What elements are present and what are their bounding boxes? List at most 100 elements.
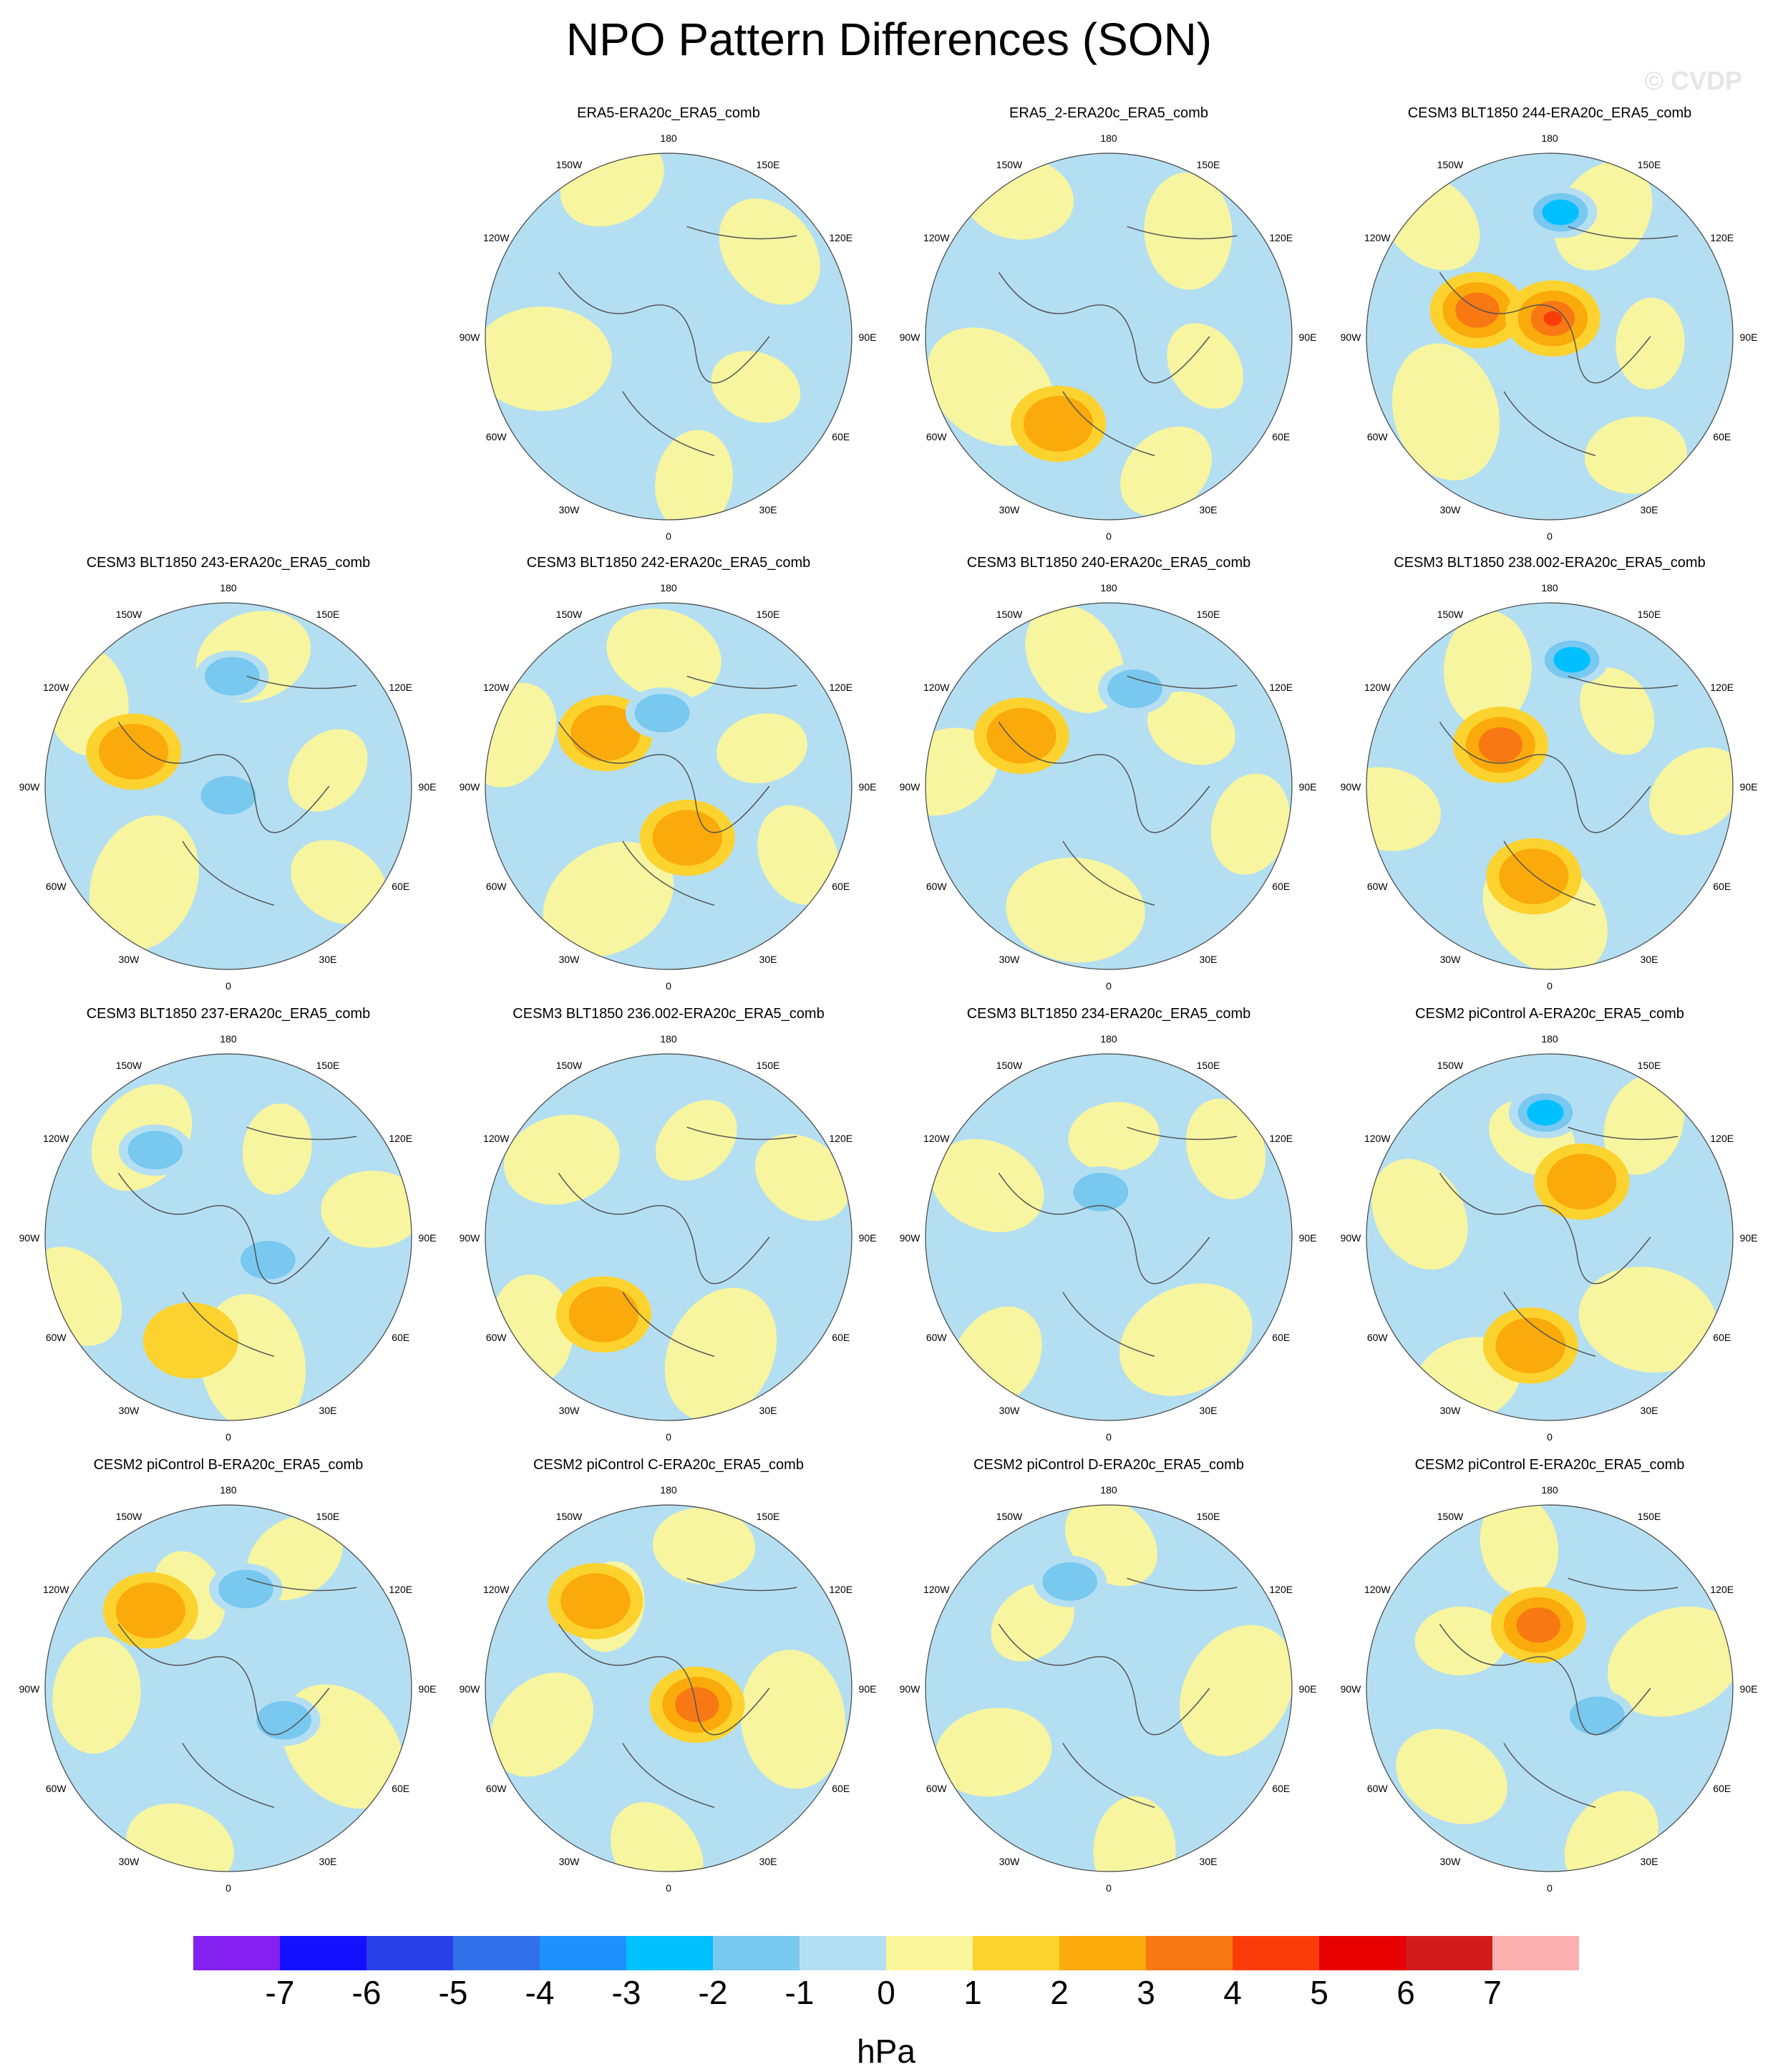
colorbar-box bbox=[193, 1936, 280, 1970]
low-anomaly bbox=[1553, 647, 1590, 673]
map-boundary bbox=[925, 602, 1293, 970]
longitude-label: 30E bbox=[1641, 504, 1658, 515]
longitude-label: 90E bbox=[1740, 1232, 1758, 1244]
longitude-label: 30W bbox=[999, 504, 1021, 515]
longitude-label: 120E bbox=[829, 682, 852, 693]
longitude-label: 90W bbox=[19, 781, 41, 793]
longitude-label: 120W bbox=[43, 1133, 69, 1144]
panel-title: CESM3 BLT1850 234-ERA20c_ERA5_comb bbox=[967, 1006, 1251, 1022]
map-boundary bbox=[1366, 602, 1734, 970]
colorbar-tick-label: -3 bbox=[611, 1974, 641, 2011]
positive-anomaly-region bbox=[1608, 1606, 1733, 1717]
coastline bbox=[117, 1126, 357, 1357]
positive-anomaly-region bbox=[664, 1287, 777, 1420]
longitude-label: 60W bbox=[1367, 1332, 1389, 1343]
positive-anomaly-region bbox=[1366, 767, 1441, 851]
longitude-label: 0 bbox=[225, 980, 231, 992]
longitude-label: 60W bbox=[926, 1783, 948, 1794]
colorbar-tick-label: -2 bbox=[698, 1974, 728, 2011]
longitude-label: 90E bbox=[1740, 781, 1758, 793]
longitude-label: 60W bbox=[486, 431, 507, 442]
high-anomaly bbox=[675, 1687, 719, 1723]
longitude-label: 60E bbox=[832, 881, 850, 892]
longitude-label: 60E bbox=[832, 1332, 850, 1343]
longitude-label: 150E bbox=[316, 1060, 340, 1071]
positive-anomaly-region bbox=[1649, 747, 1733, 836]
high-anomaly bbox=[1495, 1317, 1565, 1374]
longitude-label: 150W bbox=[996, 1511, 1023, 1522]
longitude-label: 180 bbox=[1541, 1033, 1558, 1045]
positive-anomaly-region bbox=[543, 841, 674, 957]
longitude-label: 60W bbox=[46, 881, 67, 892]
longitude-label: 120E bbox=[1269, 232, 1293, 243]
colorbar-tick-label: 4 bbox=[1223, 1974, 1242, 2011]
longitude-label: 120W bbox=[923, 1133, 950, 1144]
high-anomaly bbox=[115, 1582, 186, 1639]
longitude-label: 60E bbox=[1713, 1332, 1731, 1343]
coastline bbox=[998, 1577, 1238, 1809]
longitude-label: 90E bbox=[859, 1232, 877, 1244]
positive-anomaly-region bbox=[89, 815, 199, 951]
longitude-label: 60E bbox=[1272, 881, 1290, 892]
positive-anomaly-region bbox=[1006, 857, 1145, 963]
longitude-label: 30W bbox=[999, 1405, 1021, 1416]
low-anomaly bbox=[1107, 669, 1162, 708]
colorbar-tick-label: -1 bbox=[784, 1974, 815, 2011]
longitude-label: 180 bbox=[220, 582, 237, 594]
map-panel: CESM2 piControl B-ERA20c_ERA5_comb 180 150… bbox=[19, 1457, 437, 1894]
map-panel: CESM3 BLT1850 243-ERA20c_ERA5_comb 180 150… bbox=[19, 555, 437, 992]
longitude-label: 90E bbox=[1740, 1683, 1758, 1695]
longitude-label: 150W bbox=[996, 609, 1023, 620]
longitude-label: 30W bbox=[1440, 1856, 1462, 1867]
longitude-label: 0 bbox=[225, 1882, 231, 1894]
coastline bbox=[558, 675, 797, 906]
positive-anomaly-region bbox=[1068, 1102, 1160, 1171]
coastline bbox=[117, 1577, 357, 1809]
positive-anomaly-region bbox=[1603, 1075, 1684, 1175]
longitude-label: 150E bbox=[1197, 1511, 1220, 1522]
positive-anomaly-region bbox=[655, 1100, 737, 1181]
positive-anomaly-region bbox=[755, 1134, 850, 1221]
map-boundary bbox=[925, 1053, 1293, 1421]
longitude-label: 30E bbox=[1200, 1405, 1218, 1416]
longitude-label: 150E bbox=[1197, 609, 1220, 620]
longitude-label: 30W bbox=[119, 1405, 140, 1416]
map-panel: CESM2 piControl C-ERA20c_ERA5_comb 180 150… bbox=[460, 1457, 877, 1894]
colorbar-box bbox=[1146, 1936, 1233, 1970]
longitude-label: 0 bbox=[666, 980, 671, 992]
longitude-label: 120E bbox=[1269, 1133, 1293, 1144]
longitude-label: 150W bbox=[116, 609, 142, 620]
longitude-label: 90E bbox=[419, 1683, 437, 1695]
longitude-label: 30E bbox=[1641, 954, 1658, 965]
colorbar-tick-label: 5 bbox=[1310, 1974, 1328, 2011]
longitude-label: 90W bbox=[1341, 781, 1362, 793]
longitude-label: 120E bbox=[1269, 1584, 1293, 1595]
longitude-label: 150E bbox=[1197, 159, 1220, 170]
colorbar-box bbox=[800, 1936, 886, 1970]
longitude-label: 120E bbox=[829, 1133, 852, 1144]
longitude-label: 150W bbox=[116, 1060, 142, 1071]
positive-anomaly-region bbox=[611, 1802, 704, 1872]
colorbar-box bbox=[1059, 1936, 1146, 1970]
colorbar-box bbox=[713, 1936, 800, 1970]
colorbar-unit: hPa bbox=[857, 2033, 915, 2070]
longitude-label: 60E bbox=[392, 881, 409, 892]
panel-title: CESM3 BLT1850 244-ERA20c_ERA5_comb bbox=[1408, 105, 1692, 121]
colorbar-tick-label: -4 bbox=[525, 1974, 555, 2011]
colorbar-tick-label: 6 bbox=[1396, 1974, 1415, 2011]
longitude-label: 150W bbox=[996, 1060, 1023, 1071]
coastline bbox=[558, 1126, 797, 1357]
longitude-label: 60E bbox=[1272, 1783, 1290, 1794]
longitude-label: 30W bbox=[999, 954, 1021, 965]
longitude-label: 180 bbox=[1541, 582, 1558, 594]
high-anomaly bbox=[986, 707, 1056, 764]
panel-title: CESM2 piControl D-ERA20c_ERA5_comb bbox=[973, 1457, 1244, 1473]
longitude-label: 120W bbox=[483, 232, 510, 243]
longitude-label: 120W bbox=[923, 232, 950, 243]
high-anomaly bbox=[1499, 848, 1569, 904]
longitude-label: 120W bbox=[483, 1133, 510, 1144]
coastline bbox=[1439, 1126, 1679, 1357]
longitude-label: 90E bbox=[1299, 1683, 1317, 1695]
watermark: © CVDP bbox=[1644, 66, 1742, 95]
longitude-label: 90E bbox=[1299, 331, 1317, 343]
